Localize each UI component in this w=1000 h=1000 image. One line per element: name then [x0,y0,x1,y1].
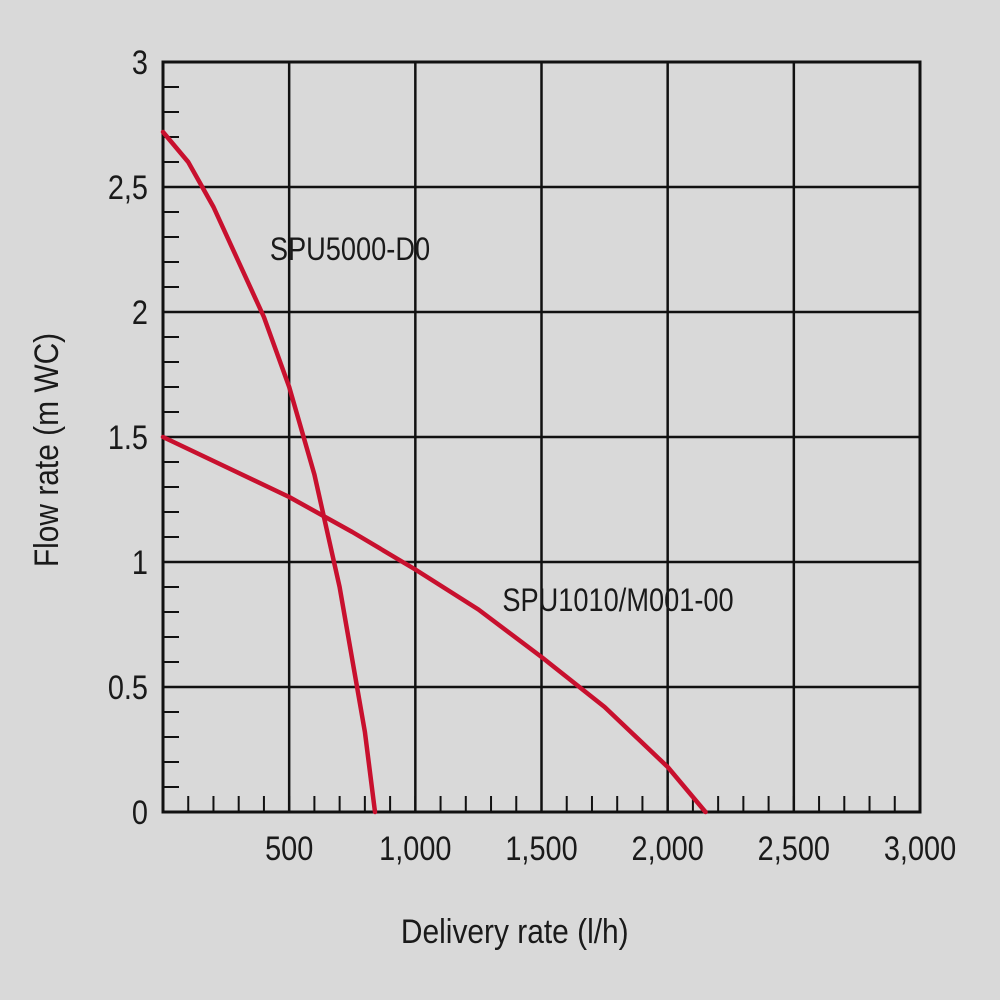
x-tick-label: 2,000 [632,829,704,868]
series-line [160,129,378,815]
x-tick-label: 3,000 [884,829,956,868]
series-lines [160,129,708,815]
y-tick-label: 1.5 [108,418,148,457]
y-tick-label: 2,5 [108,168,148,207]
x-tick-label: 1,500 [505,829,577,868]
x-tick-labels: 500 1,000 1,500 2,000 2,500 3,000 [265,829,956,868]
x-tick-label: 1,000 [379,829,451,868]
y-tick-label: 0 [132,793,148,832]
y-tick-label: 2 [132,293,148,332]
y-tick-labels: 0 0.5 1 1.5 2 2,5 3 [108,43,148,832]
x-axis-title: Delivery rate (l/h) [401,912,629,950]
series-line [160,434,708,815]
y-axis-title: Flow rate (m WC) [27,333,65,567]
series-label: SPU1010/M001-00 [502,583,733,619]
x-tick-label: 2,500 [758,829,830,868]
x-tick-label: 500 [265,829,313,868]
y-tick-label: 0.5 [108,668,148,707]
y-tick-label: 3 [132,43,148,82]
series-labels: SPU5000-D0 SPU1010/M001-00 [270,232,734,619]
series-label: SPU5000-D0 [270,232,430,268]
y-tick-label: 1 [132,543,148,582]
